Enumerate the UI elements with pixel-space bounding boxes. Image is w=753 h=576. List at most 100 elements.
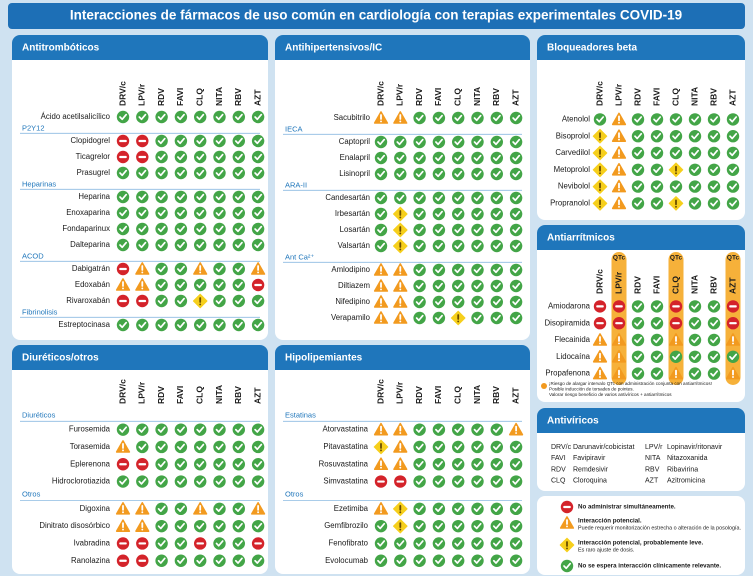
icon-shape (509, 502, 523, 516)
interaction-icon (688, 163, 702, 176)
interaction-icon (509, 502, 523, 516)
icon-glyph (199, 511, 202, 514)
panel-header (537, 421, 745, 433)
interaction-icon (668, 333, 684, 346)
interaction-icon (393, 457, 408, 471)
row-label: Dinitrato disosórbico (39, 521, 110, 530)
icon-glyph (415, 461, 424, 468)
row-label: Lidocaína (556, 352, 590, 361)
icon-glyph (196, 225, 205, 233)
icon-glyph (234, 505, 243, 512)
interaction-icon (509, 311, 523, 325)
interaction-icon (509, 223, 523, 237)
interaction-icon (432, 191, 446, 205)
interaction-icon (471, 191, 484, 205)
icon-glyph (492, 170, 501, 178)
interaction-icon (393, 238, 408, 254)
interaction-icon (509, 279, 523, 293)
interaction-icon (251, 537, 265, 550)
icon-shape (509, 111, 523, 125)
interaction-icon (174, 537, 188, 550)
interaction-icon (232, 440, 245, 454)
icon-shape (213, 262, 226, 276)
interaction-icon (432, 475, 446, 488)
antiviral-abbr: CLQ (551, 478, 566, 485)
interaction-icon (174, 166, 188, 180)
interaction-icon (174, 475, 188, 488)
icon-glyph (157, 153, 166, 161)
icon-glyph (634, 336, 643, 344)
legend-text: Interacción potencial, probablemente lev… (578, 540, 703, 547)
icon-shape (194, 166, 207, 180)
icon-glyph (141, 528, 144, 531)
interaction-icon (490, 502, 503, 516)
antiviral-name: Favipiravir (573, 455, 606, 462)
interaction-icon (452, 279, 465, 293)
interaction-icon (136, 475, 149, 488)
icon-glyph (618, 172, 620, 175)
icon-glyph (399, 511, 402, 514)
icon-shape (707, 367, 721, 380)
column-header: FAVI (433, 386, 443, 404)
interaction-icon (213, 166, 226, 180)
icon-glyph (254, 542, 262, 545)
panel-title: Antiarrítmicos (547, 233, 615, 244)
interaction-icon (174, 502, 188, 516)
interaction-icon (726, 180, 740, 193)
icon-glyph (653, 200, 662, 207)
interaction-icon (559, 537, 575, 553)
icon-shape (471, 475, 484, 488)
interaction-icon (611, 349, 627, 363)
icon-glyph (415, 443, 424, 451)
interaction-icon (413, 167, 426, 181)
interaction-icon (135, 502, 150, 515)
interaction-icon (452, 554, 465, 567)
column-header: LPV/r (613, 83, 623, 106)
interaction-icon (136, 206, 149, 220)
row-label: Losartán (340, 225, 370, 234)
icon-shape (194, 190, 207, 204)
interaction-icon (174, 423, 188, 436)
icon-glyph (634, 183, 643, 190)
icon-glyph (454, 298, 463, 306)
interaction-icon (471, 475, 484, 488)
interaction-icon (232, 262, 245, 276)
row-label: Fenofibrato (329, 539, 369, 548)
interaction-icon (669, 113, 683, 126)
interaction-icon (432, 111, 446, 125)
interaction-icon (213, 278, 226, 292)
group-label: ARA-II (285, 181, 307, 190)
icon-shape (232, 222, 245, 236)
icon-shape (174, 294, 188, 308)
page-title: Interacciones de fármacos de uso común e… (70, 8, 682, 23)
interaction-icon (452, 423, 465, 436)
icon-glyph (492, 154, 501, 162)
interaction-icon (174, 440, 188, 454)
interaction-icon (432, 502, 446, 516)
icon-glyph (254, 153, 263, 161)
icon-glyph (710, 200, 719, 207)
interaction-icon (650, 180, 664, 193)
icon-glyph (599, 155, 601, 158)
icon-glyph (691, 303, 700, 310)
interaction-icon (490, 311, 503, 325)
interaction-icon (374, 239, 388, 253)
icon-glyph (177, 225, 185, 233)
icon-glyph (215, 505, 224, 512)
interaction-icon (611, 129, 627, 142)
interaction-icon (213, 262, 226, 276)
icon-shape (232, 166, 245, 180)
icon-glyph (732, 376, 734, 378)
icon-shape (490, 554, 503, 567)
panel-header (275, 48, 530, 60)
interaction-icon (592, 128, 608, 144)
interaction-icon (688, 113, 702, 126)
icon-shape (688, 130, 702, 143)
icon-glyph (234, 193, 243, 201)
interaction-icon (393, 222, 408, 238)
interaction-icon (726, 113, 740, 126)
icon-shape (232, 519, 245, 533)
icon-glyph (454, 461, 463, 468)
icon-shape (509, 263, 523, 277)
icon-shape (194, 238, 207, 252)
